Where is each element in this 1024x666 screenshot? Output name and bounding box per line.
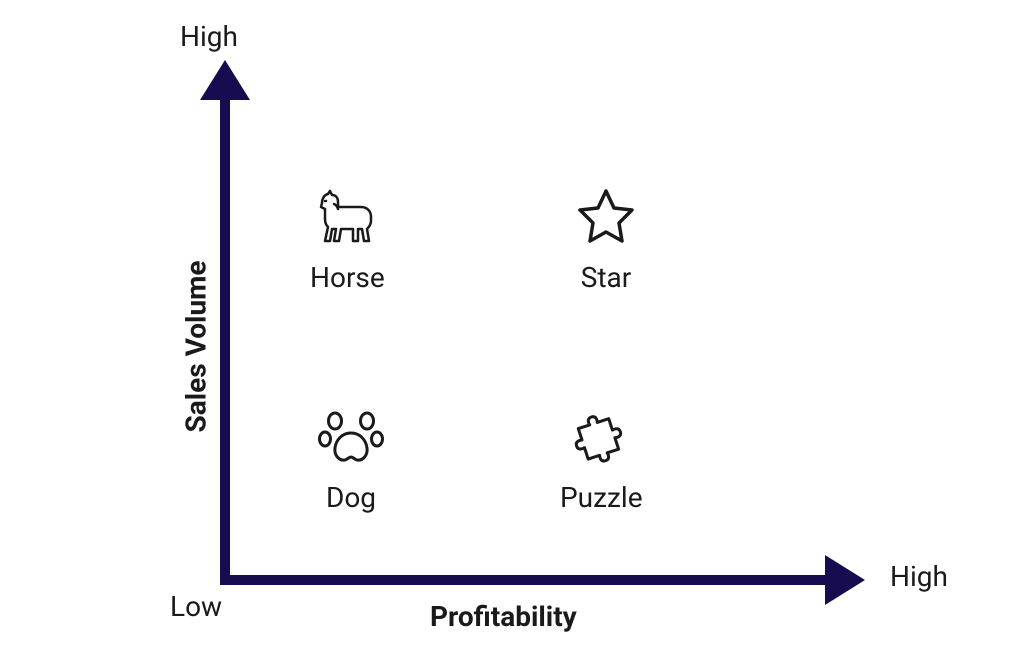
star-icon [570, 185, 642, 249]
quadrant-horse: Horse [310, 185, 385, 294]
quadrant-dog: Dog [315, 405, 387, 514]
x-axis-title: Profitability [430, 600, 577, 633]
quadrant-chart: High Low High Sales Volume Profitability… [150, 30, 880, 630]
quadrant-puzzle-label: Puzzle [560, 481, 643, 514]
x-axis-high-label: High [890, 560, 948, 593]
origin-low-label: Low [170, 590, 222, 623]
quadrant-dog-label: Dog [326, 481, 376, 514]
y-axis-title: Sales Volume [180, 260, 213, 432]
horse-icon [311, 185, 383, 249]
x-axis-arrow [825, 555, 865, 605]
paw-icon [315, 405, 387, 469]
y-axis-high-label: High [180, 20, 238, 53]
quadrant-puzzle: Puzzle [560, 405, 643, 514]
x-axis-line [220, 575, 835, 585]
quadrant-horse-label: Horse [310, 261, 385, 294]
puzzle-icon [565, 405, 637, 469]
y-axis-line [220, 85, 230, 585]
quadrant-star: Star [570, 185, 642, 294]
quadrant-star-label: Star [581, 261, 632, 294]
